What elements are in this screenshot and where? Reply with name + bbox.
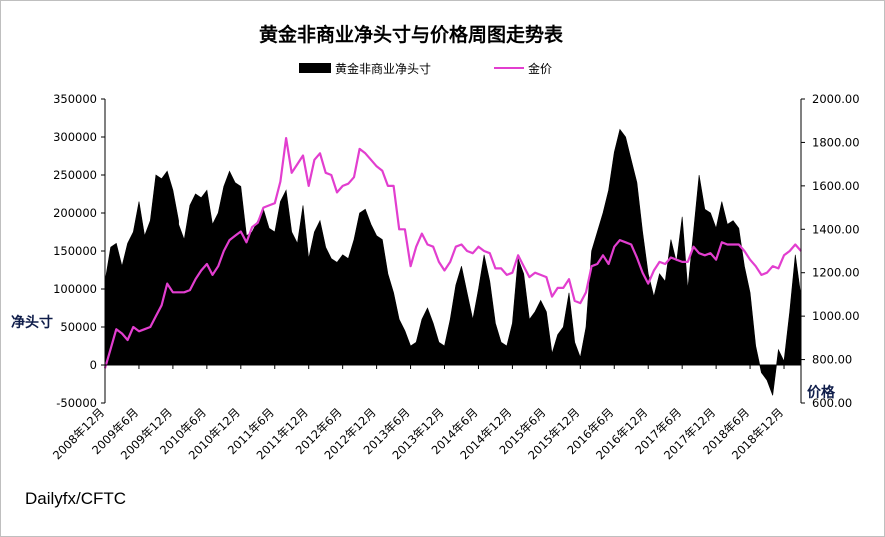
left-tick-label: 100000 xyxy=(53,282,97,296)
plot-area xyxy=(103,128,802,396)
left-tick-label: 0 xyxy=(90,358,97,372)
left-tick-label: 200000 xyxy=(53,206,97,220)
right-tick-label: 1600.00 xyxy=(812,179,860,193)
legend: 黄金非商业净头寸 金价 xyxy=(299,61,552,76)
net-position-area xyxy=(104,128,802,396)
legend-label-net-positions: 黄金非商业净头寸 xyxy=(335,61,431,76)
legend-swatch-net-positions xyxy=(299,63,331,73)
right-tick-label: 1000.00 xyxy=(812,309,860,323)
right-tick-label: 1800.00 xyxy=(812,135,860,149)
right-tick-label: 600.00 xyxy=(812,396,852,410)
left-tick-label: 250000 xyxy=(53,168,97,182)
legend-label-gold-price: 金价 xyxy=(528,61,552,76)
right-tick-label: 1400.00 xyxy=(812,222,860,236)
gold-price-line xyxy=(103,137,802,369)
right-tick-label: 1200.00 xyxy=(812,266,860,280)
left-tick-label: 300000 xyxy=(53,130,97,144)
left-tick-label: -50000 xyxy=(56,396,97,410)
left-axis-label: 净头寸 xyxy=(11,314,53,331)
right-axis-label: 价格 xyxy=(807,384,836,401)
left-tick-label: 350000 xyxy=(53,92,97,106)
chart-title: 黄金非商业净头寸与价格周图走势表 xyxy=(259,23,564,46)
right-tick-label: 2000.00 xyxy=(812,92,860,106)
left-tick-label: 50000 xyxy=(60,320,97,334)
left-tick-label: 150000 xyxy=(53,244,97,258)
source-note: Dailyfx/CFTC xyxy=(25,489,126,508)
right-tick-label: 800.00 xyxy=(812,353,852,367)
